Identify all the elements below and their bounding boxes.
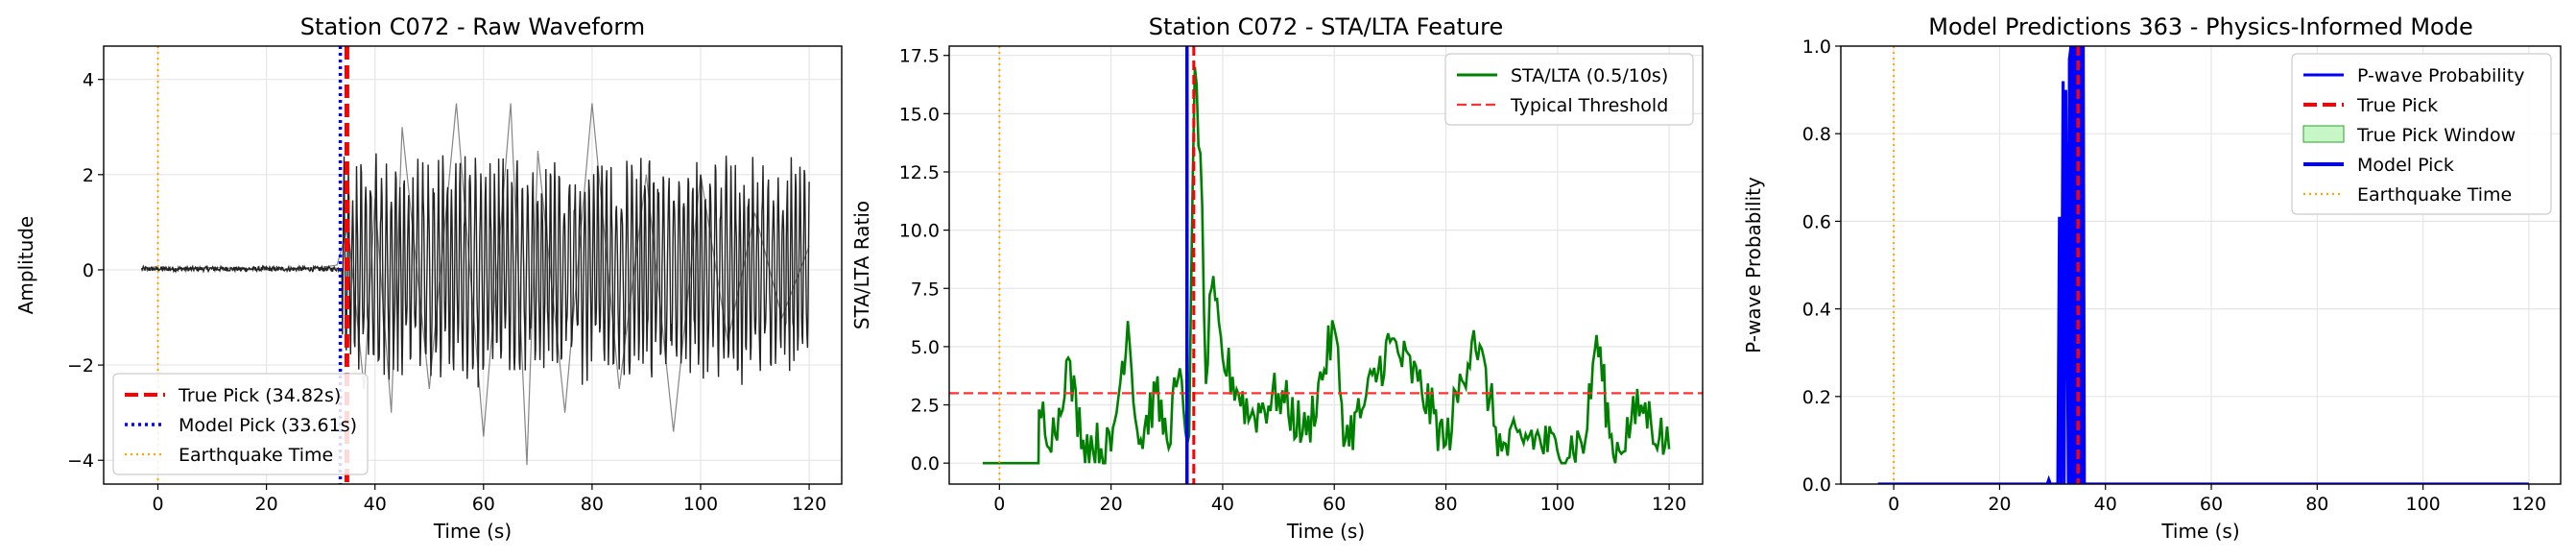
chart-title: Station C072 - STA/LTA Feature [1149, 13, 1504, 40]
legend-swatch [2302, 125, 2345, 143]
panel-3: 0 20 40 60 80 100 120 0.0 0.2 0.4 0.6 0.8 1.0 Model P… [1742, 13, 2562, 543]
legend-item: True Pick Window [2302, 125, 2516, 146]
chart-title: Model Predictions 363 - Physics-Informed… [1928, 13, 2472, 40]
y-tick-label: 0.2 [1802, 387, 1831, 408]
x-tick-label: 120 [1652, 494, 1686, 515]
y-tick-label: 0.4 [1802, 300, 1831, 321]
waveform-peaks [141, 103, 810, 466]
x-tick-label: 60 [472, 494, 495, 515]
x-tick-label: 80 [1434, 494, 1457, 515]
y-tick-label: 15.0 [899, 104, 940, 125]
chart-title: Station C072 - Raw Waveform [300, 13, 645, 40]
y-tick-label: 5.0 [911, 337, 940, 358]
x-tick-label: 120 [2512, 494, 2546, 515]
y-tick-label: −2 [67, 355, 94, 377]
y-tick-label: 0.0 [1802, 474, 1831, 496]
x-axis-label: Time (s) [1286, 520, 1365, 543]
panel-1: 0 20 40 60 80 100 120 −4 −2 0 2 4 Station C072 - Raw… [14, 13, 843, 543]
legend-label: STA/LTA (0.5/10s) [1511, 65, 1668, 86]
axes-frame [948, 45, 1704, 485]
y-axis-label: Amplitude [14, 216, 37, 315]
x-tick-label: 0 [152, 494, 163, 515]
y-tick-label: 17.5 [899, 46, 940, 67]
legend-label: Earthquake Time [2357, 184, 2512, 206]
y-tick-label: 10.0 [899, 221, 940, 242]
legend-label: Typical Threshold [1510, 95, 1668, 116]
x-tick-label: 40 [1211, 494, 1234, 515]
legend-item: P-wave Probability [2303, 65, 2525, 86]
y-tick-label: 2 [83, 165, 94, 186]
legend-item: True Pick (34.82s) [125, 385, 341, 406]
legend-item: STA/LTA (0.5/10s) [1457, 65, 1668, 86]
legend-item: Earthquake Time [2303, 184, 2512, 206]
y-tick-label: 0.0 [911, 453, 940, 474]
y-tick-label: 12.5 [899, 162, 940, 183]
y-tick-label: 0.6 [1802, 211, 1831, 232]
probability-line [1877, 46, 2529, 484]
x-tick-label: 20 [1100, 494, 1123, 515]
legend-item: Model Pick (33.61s) [125, 415, 357, 436]
y-tick-label: 2.5 [911, 396, 940, 417]
legend-box [1444, 53, 1694, 126]
y-tick-label: 7.5 [911, 279, 940, 300]
legend: P-wave Probability True Pick True Pick Win… [2291, 53, 2552, 215]
y-tick-label: 1.0 [1802, 36, 1831, 58]
x-tick-label: 60 [2200, 494, 2223, 515]
x-tick-label: 80 [2305, 494, 2328, 515]
legend-label: True Pick [2356, 95, 2438, 116]
x-axis-label: Time (s) [433, 520, 512, 543]
legend: STA/LTA (0.5/10s) Typical Threshold [1444, 53, 1694, 126]
stalta-line [982, 66, 1671, 465]
x-tick-label: 40 [2094, 494, 2117, 515]
x-tick-label: 100 [1540, 494, 1575, 515]
plot-area [1877, 46, 2529, 484]
legend-label: Model Pick [2357, 155, 2454, 176]
x-tick-label: 20 [1988, 494, 2011, 515]
x-tick-label: 20 [255, 494, 278, 515]
plot-area [949, 46, 1703, 484]
x-tick-label: 0 [1888, 494, 1899, 515]
y-tick-label: 0.8 [1802, 124, 1831, 145]
x-tick-label: 80 [581, 494, 604, 515]
x-tick-label: 40 [364, 494, 387, 515]
y-tick-label: 4 [83, 70, 94, 91]
legend-item: Typical Threshold [1457, 95, 1668, 116]
x-tick-label: 0 [993, 494, 1005, 515]
legend-box [112, 373, 369, 475]
y-tick-label: −4 [67, 450, 94, 472]
y-tick-label: 0 [83, 260, 94, 281]
panel-2: 0 20 40 60 80 100 120 0.0 2.5 5.0 7.5 10.0 12.5 15.0 1… [850, 13, 1704, 543]
axes-frame [103, 45, 843, 485]
axes-frame [1840, 45, 2562, 485]
x-tick-label: 100 [2405, 494, 2440, 515]
legend-label: True Pick (34.82s) [178, 385, 341, 406]
legend-label: True Pick Window [2356, 125, 2516, 146]
legend-label: Earthquake Time [179, 445, 333, 466]
x-tick-label: 120 [792, 494, 826, 515]
y-axis-label: STA/LTA Ratio [850, 201, 873, 329]
legend-item: True Pick [2303, 95, 2438, 116]
legend-item: Model Pick [2303, 155, 2454, 176]
x-tick-label: 100 [683, 494, 718, 515]
legend-label: P-wave Probability [2357, 65, 2525, 86]
legend-box [2291, 53, 2552, 215]
legend: True Pick (34.82s) Model Pick (33.61s) Ear… [112, 373, 369, 475]
x-tick-label: 60 [1323, 494, 1346, 515]
x-axis-label: Time (s) [2160, 520, 2239, 543]
legend-label: Model Pick (33.61s) [179, 415, 357, 436]
legend-item: Earthquake Time [125, 445, 333, 466]
y-axis-label: P-wave Probability [1742, 177, 1765, 353]
